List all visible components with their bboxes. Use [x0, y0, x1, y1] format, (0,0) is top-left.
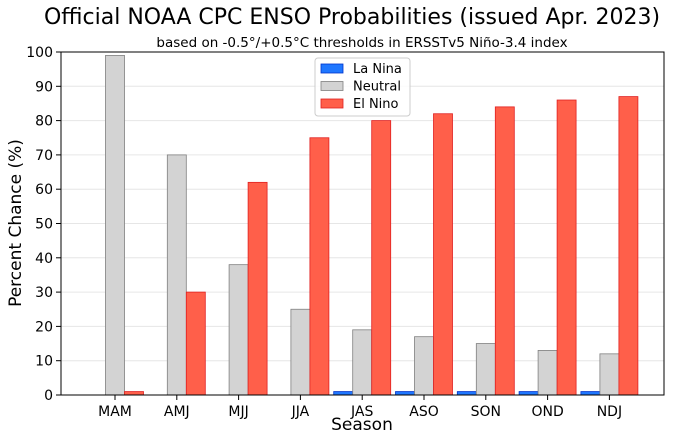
- y-tick-label: 20: [35, 319, 53, 335]
- x-tick-label: NDJ: [597, 404, 622, 420]
- bar-la-nina-ond: [518, 391, 539, 396]
- bars-group: [105, 55, 639, 396]
- x-tick-label: OND: [531, 404, 563, 420]
- x-tick-label: MJJ: [228, 404, 248, 420]
- bar-la-nina-ndj: [580, 391, 601, 396]
- legend-label-neutral: Neutral: [353, 80, 401, 95]
- y-tick-label: 70: [35, 148, 53, 164]
- x-tick-label: AMJ: [164, 404, 190, 420]
- bar-el-nino-jja: [309, 137, 330, 396]
- y-tick-label: 0: [44, 388, 53, 404]
- bar-el-nino-son: [494, 106, 515, 396]
- x-tick-label: MAM: [98, 404, 132, 420]
- y-tick-label: 80: [35, 114, 53, 130]
- bar-la-nina-son: [456, 391, 477, 396]
- x-tick-label: SON: [471, 404, 501, 420]
- bar-el-nino-jas: [371, 120, 392, 396]
- bar-neutral-jas: [352, 329, 373, 396]
- bar-neutral-mam: [105, 55, 125, 396]
- bar-el-nino-ndj: [618, 96, 639, 396]
- bar-neutral-aso: [414, 336, 434, 396]
- x-tick-label: ASO: [409, 404, 438, 420]
- y-axis-ticks: 0 10 20 30 40 50 60 70 80 90 100: [26, 45, 61, 404]
- y-tick-label: 50: [35, 217, 53, 233]
- bar-el-nino-ond: [556, 99, 577, 396]
- chart-title: Official NOAA CPC ENSO Probabilities (is…: [44, 5, 660, 30]
- bar-neutral-mjj: [228, 264, 249, 396]
- y-tick-label: 40: [35, 251, 53, 267]
- bar-neutral-ndj: [599, 353, 620, 396]
- legend: La Nina Neutral El Nino: [314, 57, 411, 117]
- legend-label-la-nina: La Nina: [353, 62, 402, 77]
- y-tick-label: 100: [26, 45, 53, 61]
- legend-swatch-neutral: [320, 81, 344, 91]
- y-tick-label: 90: [35, 79, 53, 95]
- y-tick-label: 60: [35, 182, 53, 198]
- bar-la-nina-aso: [395, 391, 415, 396]
- legend-swatch-el-nino: [320, 98, 344, 109]
- y-axis-label: Percent Chance (%): [6, 139, 26, 307]
- x-axis-ticks: MAM AMJ MJJ JJA JAS ASO SON OND NDJ: [98, 395, 622, 420]
- chart-subtitle: based on -0.5°/+0.5°C thresholds in ERSS…: [156, 35, 567, 51]
- bar-el-nino-mam: [124, 391, 144, 396]
- y-tick-label: 10: [35, 354, 53, 370]
- x-tick-label: JJA: [291, 404, 310, 420]
- legend-swatch-la-nina: [320, 63, 344, 74]
- bar-neutral-amj: [166, 154, 187, 396]
- bar-neutral-jja: [290, 308, 311, 396]
- bar-el-nino-aso: [433, 113, 453, 396]
- y-tick-label: 30: [35, 285, 53, 301]
- bar-neutral-ond: [537, 350, 558, 396]
- x-axis-label: Season: [331, 415, 393, 435]
- bar-la-nina-jas: [333, 391, 354, 396]
- bar-el-nino-mjj: [247, 181, 268, 396]
- x-tick-label: JAS: [350, 404, 373, 420]
- bar-neutral-son: [475, 343, 496, 396]
- legend-label-el-nino: El Nino: [353, 97, 399, 112]
- bar-el-nino-amj: [185, 291, 206, 396]
